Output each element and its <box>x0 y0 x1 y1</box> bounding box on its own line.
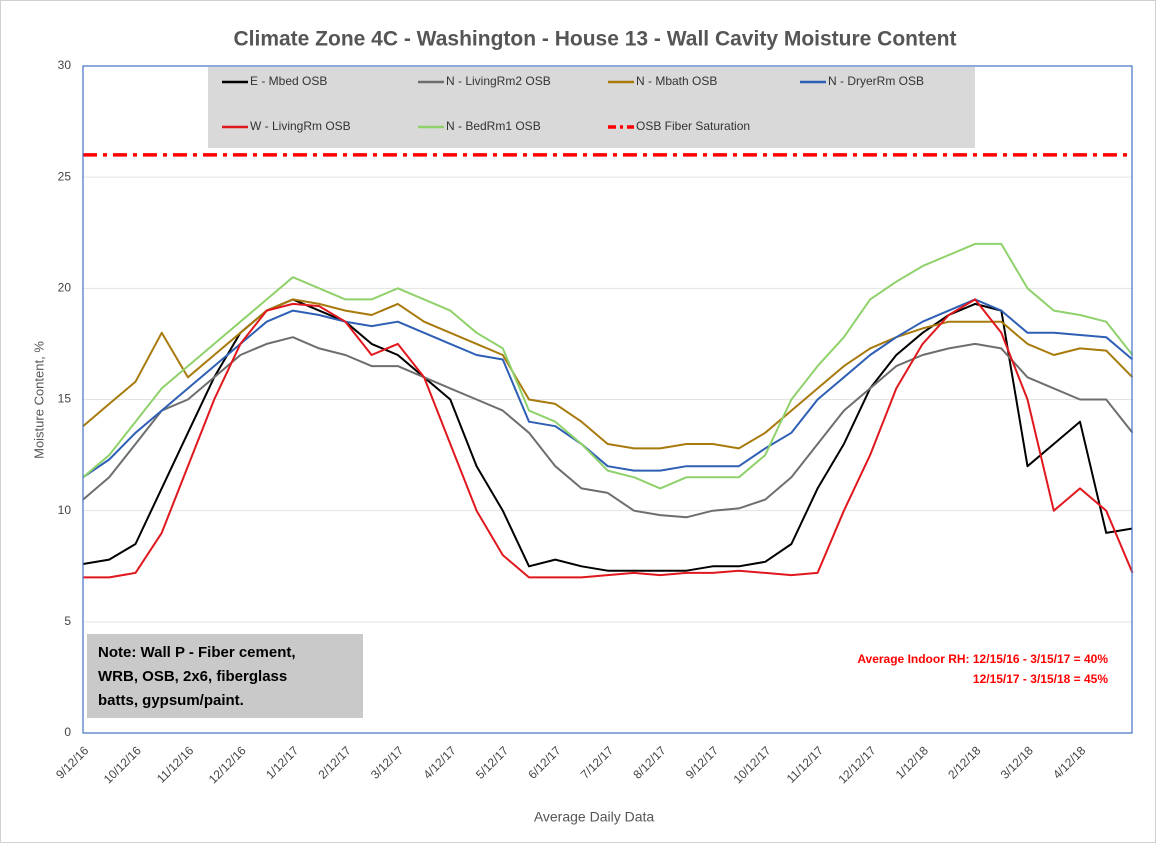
series-line <box>82 298 1134 450</box>
y-tick-label: 30 <box>58 58 72 72</box>
y-tick-label: 10 <box>58 503 72 517</box>
plot <box>82 153 1134 579</box>
note: WRB, OSB, 2x6, fiberglass <box>98 668 287 685</box>
legend-label: W - LivingRm OSB <box>250 119 351 133</box>
y-tick-label: 20 <box>58 281 72 295</box>
y-tick-label: 5 <box>64 614 71 628</box>
chart-title: Climate Zone 4C - Washington - House 13 … <box>233 28 956 51</box>
annotation: Average Indoor RH: 12/15/16 - 3/15/17 = … <box>857 652 1108 666</box>
legend-label: N - DryerRm OSB <box>828 74 924 88</box>
legend-label: N - LivingRm2 OSB <box>446 74 551 88</box>
legend: E - Mbed OSB N - LivingRm2 OSB N - Mbath O… <box>222 74 924 133</box>
series-line <box>82 336 1134 519</box>
legend-label: N - Mbath OSB <box>636 74 717 88</box>
legend-label: OSB Fiber Saturation <box>636 119 750 133</box>
series-line <box>82 242 1134 490</box>
note: Note: Wall P - Fiber cement, <box>98 644 296 661</box>
note: batts, gypsum/paint. <box>98 692 244 709</box>
series-line <box>82 298 1134 479</box>
x-axis-label: Average Daily Data <box>534 809 655 825</box>
y-tick-label: 0 <box>64 725 71 739</box>
note-box <box>87 634 363 718</box>
legend-box <box>208 67 975 148</box>
legend-label: N - BedRm1 OSB <box>446 119 541 133</box>
y-axis-label: Moisture Content, % <box>31 341 46 459</box>
series-line <box>83 298 1134 579</box>
plot-border <box>82 65 1133 734</box>
legend-label: E - Mbed OSB <box>250 74 327 88</box>
y-tick-label: 15 <box>58 392 72 406</box>
annotation: 12/15/17 - 3/15/18 = 45% <box>973 672 1108 686</box>
y-tick-label: 25 <box>58 169 72 183</box>
